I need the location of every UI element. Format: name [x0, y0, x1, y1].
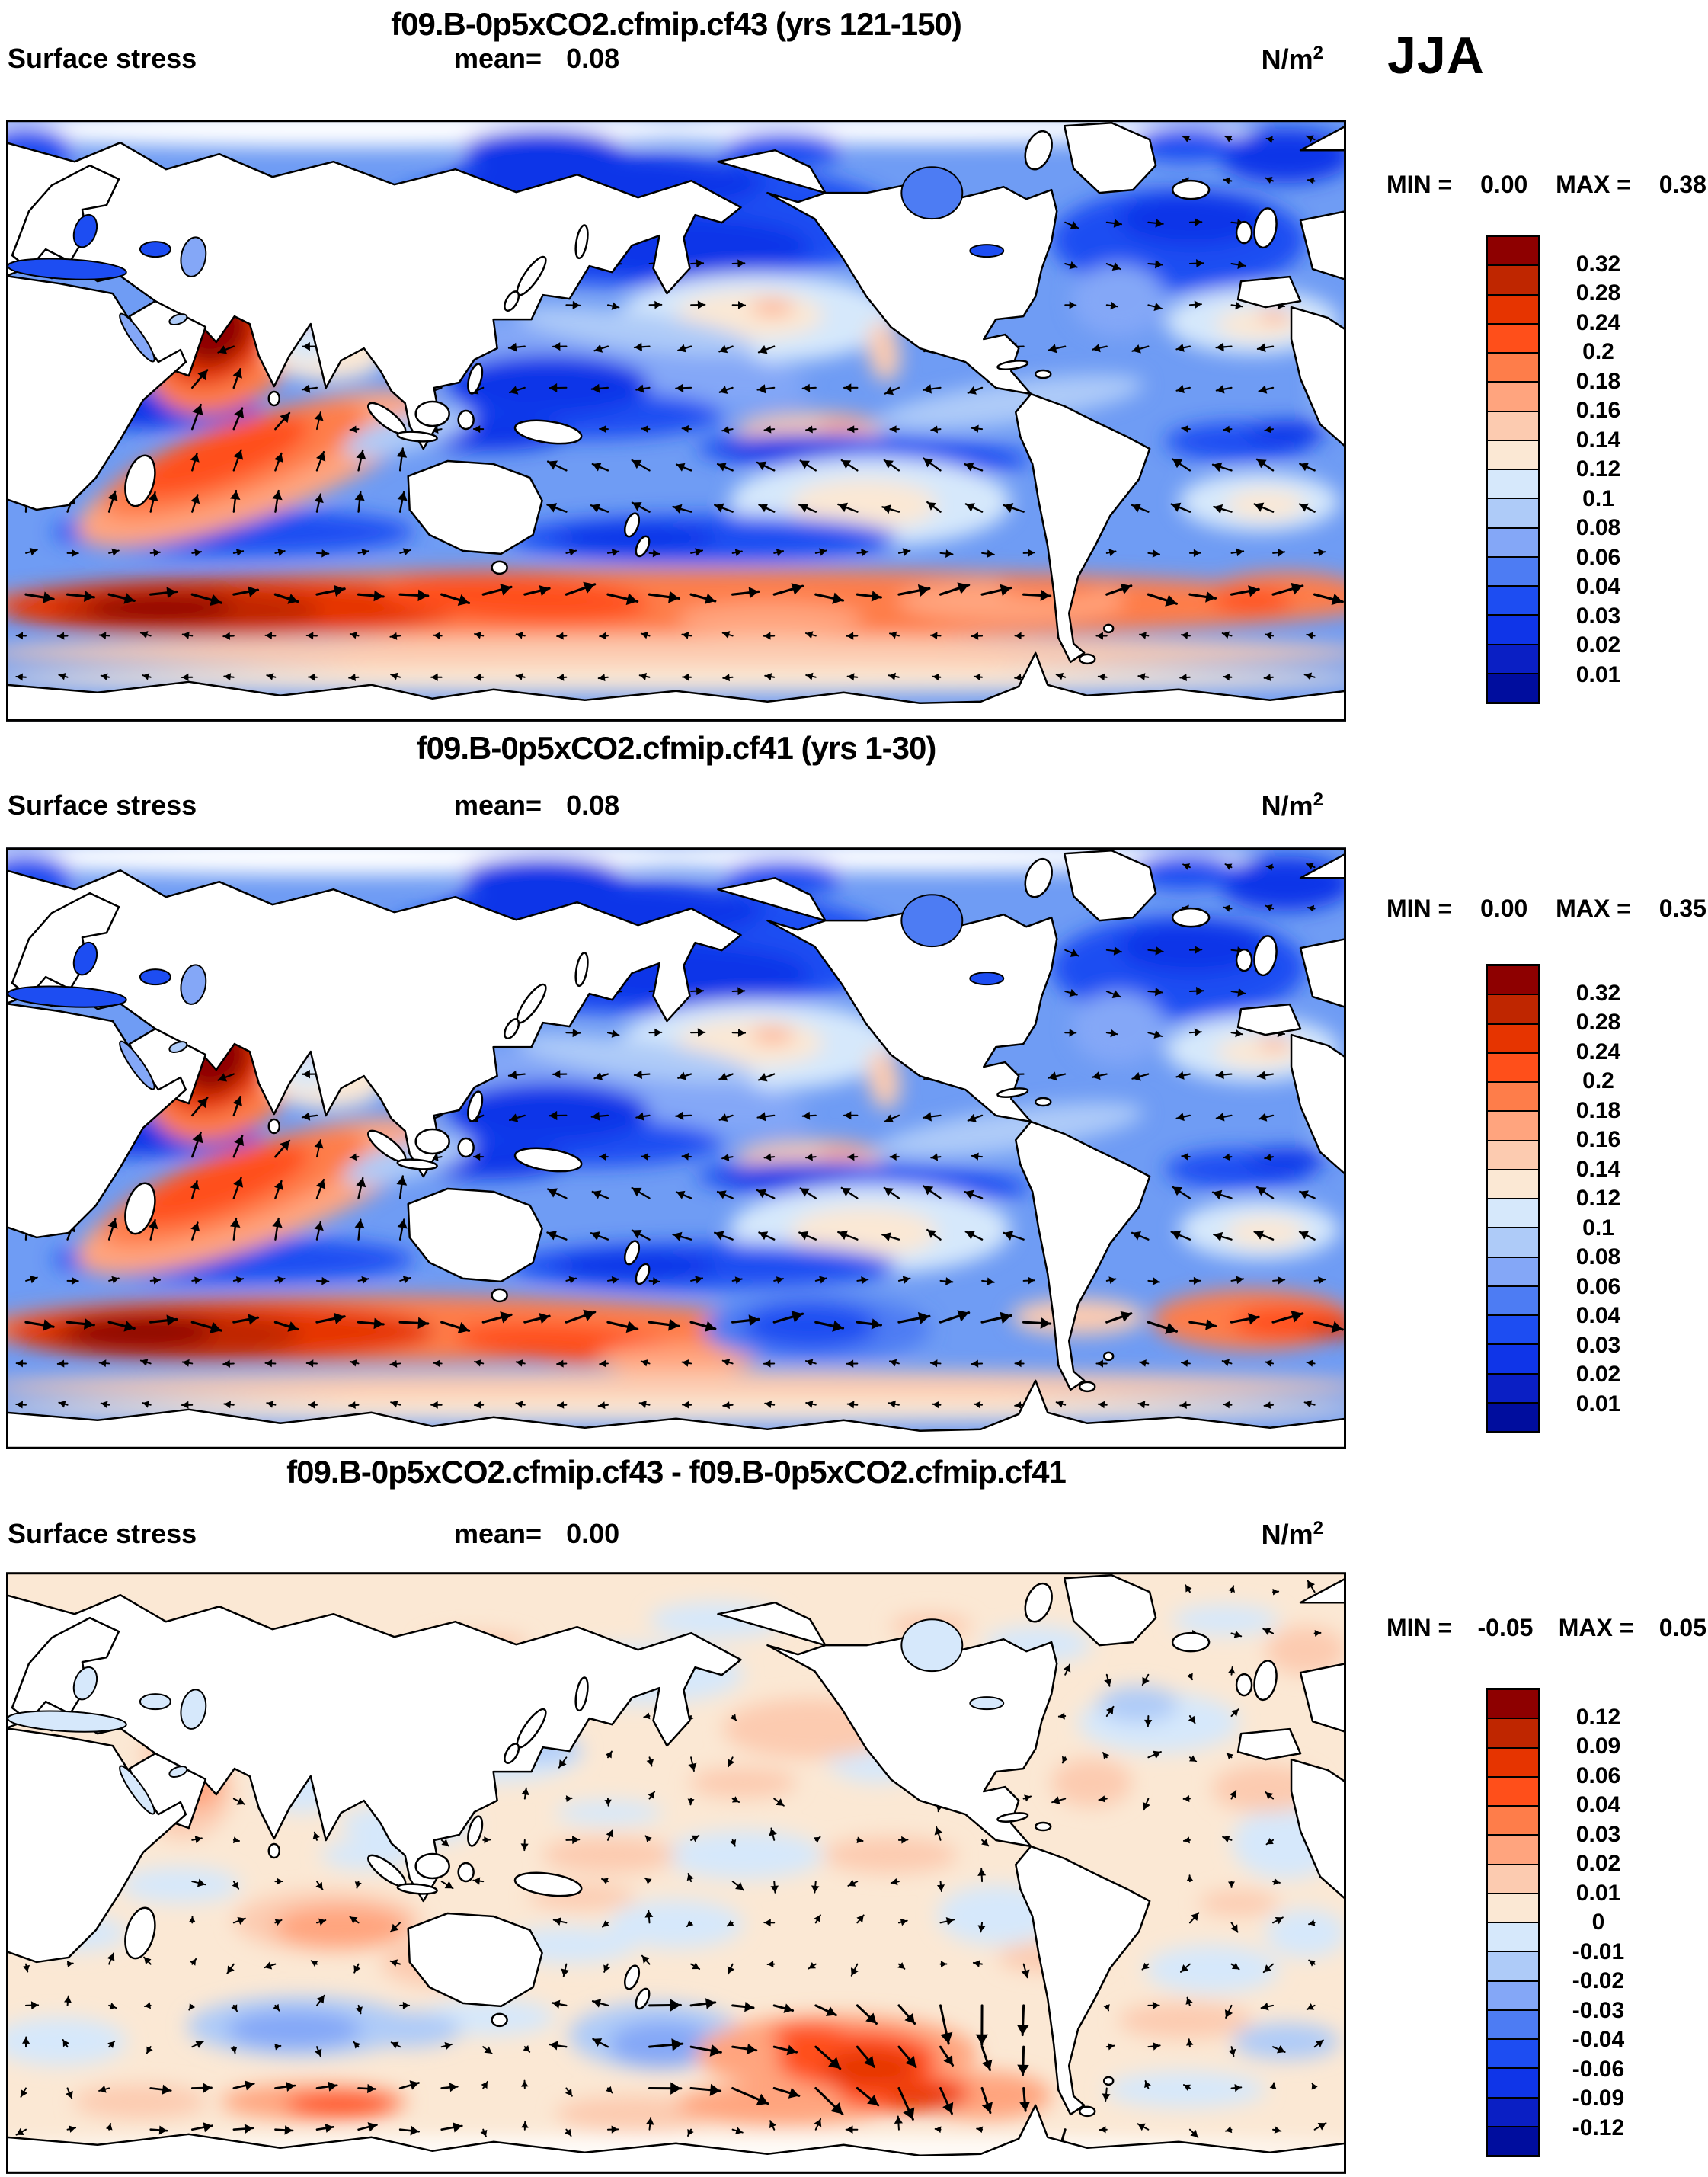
colorbar-tick-label: 0.09: [1575, 1734, 1621, 1759]
colorbar-tick-label: 0.06: [1575, 1273, 1621, 1299]
colorbar-tick-label: 0.12: [1575, 1186, 1621, 1211]
colorbar-2: 0.32 0.28 0.24 0.2 0.18 0.16 0.14 0.12 0.1 0.08 0.…: [1486, 964, 1708, 1433]
colorbar-tick-label: 0.28: [1575, 1010, 1621, 1035]
colorbar-tick-label: -0.06: [1572, 2056, 1625, 2082]
colorbar-tick-label: 0.18: [1575, 1097, 1621, 1123]
panel3-units: N/m2: [1261, 1518, 1323, 1550]
colorbar-1: 0.32 0.28 0.24 0.2 0.18 0.16 0.14 0.12 0.1 0.08 0.…: [1486, 235, 1708, 704]
colorbar-tick-label: -0.03: [1572, 1997, 1625, 2023]
colorbar-tick-label: -0.04: [1572, 2027, 1625, 2052]
colorbar-2-swatches: [1486, 964, 1540, 1433]
map-cf43: [6, 120, 1346, 722]
colorbar-tick-label: 0.12: [1575, 1704, 1621, 1730]
panel2-mean: mean= 0.08: [454, 789, 620, 821]
colorbar-tick-label: 0.01: [1575, 661, 1621, 687]
colorbar-tick-label: -0.02: [1572, 1968, 1625, 1993]
panel3-mean: mean= 0.00: [454, 1518, 620, 1549]
colorbar-tick-label: 0.02: [1575, 1851, 1621, 1876]
colorbar-tick-label: 0.01: [1575, 1880, 1621, 1906]
colorbar-tick-label: 0.24: [1575, 1039, 1621, 1064]
colorbar-3-swatches: [1486, 1688, 1540, 2157]
colorbar-tick-label: 0.1: [1582, 485, 1614, 511]
colorbar-tick-label: 0.12: [1575, 456, 1621, 482]
colorbar-tick-label: 0.08: [1575, 1244, 1621, 1269]
colorbar-tick-label: 0.04: [1575, 1792, 1621, 1817]
panel1-minmax: MIN = 0.00 MAX = 0.38: [1387, 171, 1706, 198]
colorbar-tick-label: 0.18: [1575, 368, 1621, 394]
panel3-variable-label: Surface stress: [8, 1518, 197, 1549]
colorbar-tick-label: 0.06: [1575, 1762, 1621, 1788]
panel3-minmax: MIN = -0.05 MAX = 0.05: [1387, 1614, 1706, 1641]
colorbar-tick-label: 0.24: [1575, 309, 1621, 335]
colorbar-tick-label: -0.12: [1572, 2115, 1625, 2140]
panel3-header-row: Surface stress mean= 0.00 N/m2: [6, 1518, 1346, 1551]
colorbar-tick-label: 0.08: [1575, 515, 1621, 540]
colorbar-tick-label: 0.28: [1575, 280, 1621, 306]
colorbar-tick-label: 0.2: [1582, 1068, 1614, 1093]
colorbar-tick-label: 0.04: [1575, 574, 1621, 599]
colorbar-tick-label: -0.09: [1572, 2086, 1625, 2111]
colorbar-2-labels: 0.32 0.28 0.24 0.2 0.18 0.16 0.14 0.12 0.1 0.08 0.…: [1545, 964, 1652, 1433]
panel1-title: f09.B-0p5xCO2.cfmip.cf43 (yrs 121-150): [391, 6, 962, 42]
colorbar-tick-label: 0.16: [1575, 1127, 1621, 1152]
colorbar-tick-label: 0: [1591, 1910, 1605, 1935]
panel1-header-row: Surface stress mean= 0.08 N/m2: [6, 43, 1346, 76]
colorbar-tick-label: 0.01: [1575, 1391, 1621, 1417]
season-label: JJA: [1387, 27, 1485, 85]
colorbar-tick-label: 0.04: [1575, 1303, 1621, 1328]
panel2-minmax: MIN = 0.00 MAX = 0.35: [1387, 895, 1706, 922]
colorbar-3-labels: 0.12 0.09 0.06 0.04 0.03 0.02 0.01 0 -0.01 -0.02 -…: [1545, 1688, 1652, 2157]
colorbar-tick-label: 0.32: [1575, 980, 1621, 1006]
panel1-variable-label: Surface stress: [8, 43, 197, 74]
colorbar-tick-label: 0.02: [1575, 1362, 1621, 1387]
colorbar-tick-label: 0.03: [1575, 1821, 1621, 1847]
colorbar-1-swatches: [1486, 235, 1540, 704]
colorbar-tick-label: 0.1: [1582, 1215, 1614, 1241]
colorbar-tick-label: 0.06: [1575, 544, 1621, 570]
colorbar-tick-label: 0.02: [1575, 632, 1621, 658]
colorbar-tick-label: 0.16: [1575, 398, 1621, 423]
panel1-units: N/m2: [1261, 43, 1323, 75]
colorbar-3: 0.12 0.09 0.06 0.04 0.03 0.02 0.01 0 -0.01 -0.02 -…: [1486, 1688, 1708, 2157]
colorbar-tick-label: 0.03: [1575, 603, 1621, 629]
colorbar-tick-label: 0.2: [1582, 339, 1614, 364]
panel2-title: f09.B-0p5xCO2.cfmip.cf41 (yrs 1-30): [416, 730, 937, 766]
colorbar-tick-label: 0.14: [1575, 1156, 1621, 1182]
panel2-header-row: Surface stress mean= 0.08 N/m2: [6, 789, 1346, 823]
map-difference: [6, 1572, 1346, 2174]
colorbar-tick-label: -0.01: [1572, 1938, 1625, 1964]
colorbar-tick-label: 0.14: [1575, 427, 1621, 453]
panel2-variable-label: Surface stress: [8, 789, 197, 821]
colorbar-tick-label: 0.03: [1575, 1332, 1621, 1358]
colorbar-1-labels: 0.32 0.28 0.24 0.2 0.18 0.16 0.14 0.12 0.1 0.08 0.…: [1545, 235, 1652, 704]
map-cf41: [6, 847, 1346, 1449]
panel3-title: f09.B-0p5xCO2.cfmip.cf43 - f09.B-0p5xCO2…: [286, 1454, 1067, 1490]
colorbar-tick-label: 0.32: [1575, 251, 1621, 277]
panel2-units: N/m2: [1261, 789, 1323, 821]
panel1-mean: mean= 0.08: [454, 43, 620, 74]
